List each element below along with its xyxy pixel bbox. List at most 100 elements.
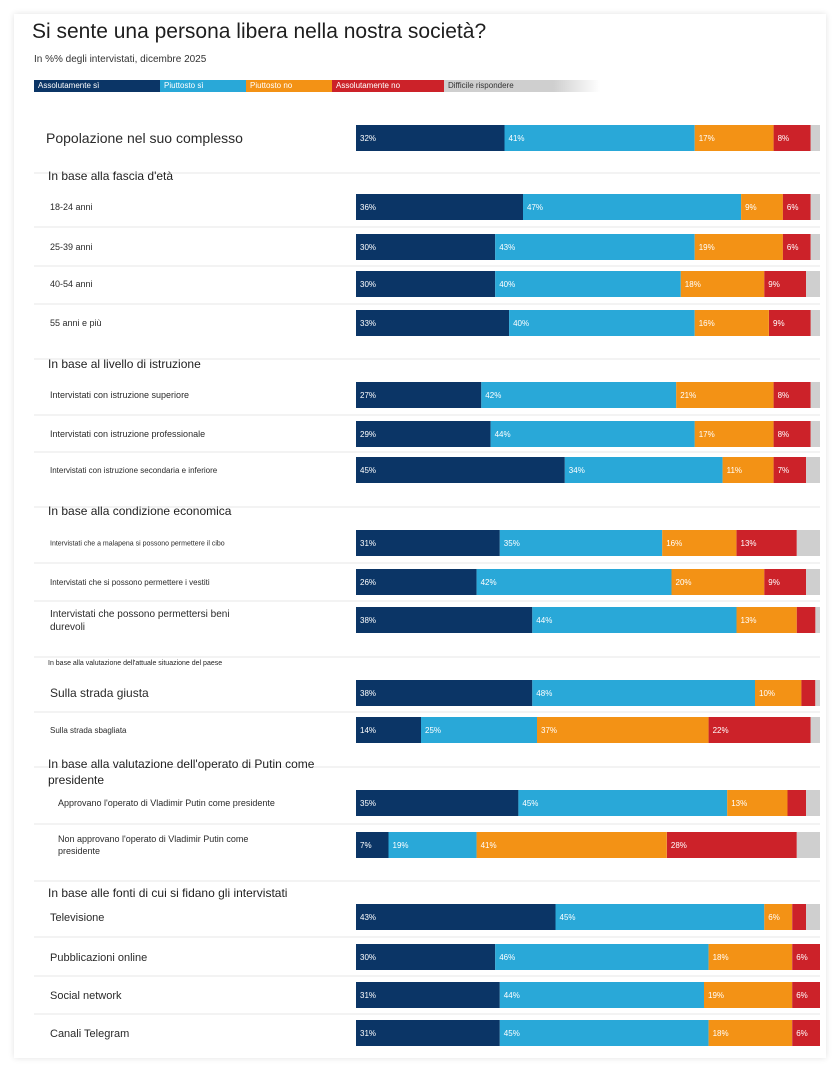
section-heading: In base al livello di istruzione bbox=[48, 357, 201, 371]
bar-segment bbox=[537, 717, 709, 743]
bar-value-label: 6% bbox=[796, 1029, 808, 1038]
bar-segment bbox=[792, 1020, 820, 1046]
bar-segment bbox=[532, 607, 737, 633]
bar-value-label: 18% bbox=[685, 280, 701, 289]
bar-segment bbox=[356, 607, 533, 633]
bar-segment bbox=[694, 125, 774, 151]
bar-segment bbox=[680, 271, 765, 297]
bar-segment bbox=[782, 194, 811, 220]
category-label: 55 anni e più bbox=[50, 318, 102, 328]
bar-value-label: 9% bbox=[768, 578, 780, 587]
bar-value-label: 43% bbox=[499, 243, 515, 252]
bar-value-label: 13% bbox=[741, 539, 757, 548]
bar-value-label: 22% bbox=[713, 726, 729, 735]
bar-segment bbox=[666, 832, 797, 858]
bar-value-label: 38% bbox=[360, 616, 376, 625]
bar-segment bbox=[694, 421, 774, 447]
bar-segment bbox=[356, 530, 500, 556]
bar-segment bbox=[499, 1020, 709, 1046]
bar-value-label: 45% bbox=[560, 913, 576, 922]
bar-value-label: 41% bbox=[509, 134, 525, 143]
bar-value-label: 41% bbox=[481, 841, 497, 850]
bar-segment bbox=[810, 717, 820, 743]
bar-value-label: 6% bbox=[787, 243, 799, 252]
bar-segment bbox=[773, 382, 811, 408]
bar-value-label: 10% bbox=[759, 689, 775, 698]
bar-segment bbox=[356, 1020, 500, 1046]
bar-value-label: 45% bbox=[522, 799, 538, 808]
bar-value-label: 34% bbox=[569, 466, 585, 475]
bar-segment bbox=[722, 457, 774, 483]
bar-segment bbox=[356, 832, 389, 858]
category-label: Intervistati che si possono permettere i… bbox=[50, 578, 210, 587]
bar-segment bbox=[388, 832, 477, 858]
bar-value-label: 9% bbox=[773, 319, 785, 328]
bar-segment bbox=[356, 382, 482, 408]
bar-segment bbox=[708, 1020, 793, 1046]
bar-value-label: 19% bbox=[699, 243, 715, 252]
bar-value-label: 48% bbox=[536, 689, 552, 698]
bar-segment bbox=[801, 680, 816, 706]
bar-value-label: 44% bbox=[536, 616, 552, 625]
legend-item-rather-no: Piuttosto no bbox=[246, 80, 332, 92]
bar-segment bbox=[787, 790, 807, 816]
bar-value-label: 16% bbox=[699, 319, 715, 328]
category-label: 40-54 anni bbox=[50, 279, 93, 289]
bar-value-label: 9% bbox=[745, 203, 757, 212]
bar-value-label: 32% bbox=[360, 134, 376, 143]
bar-segment bbox=[796, 530, 820, 556]
bar-value-label: 17% bbox=[699, 430, 715, 439]
legend-item-absolutely-yes: Assolutamente sì bbox=[34, 80, 160, 92]
bar-segment bbox=[736, 530, 797, 556]
bar-segment bbox=[356, 904, 556, 930]
bar-value-label: 29% bbox=[360, 430, 376, 439]
legend-item-hard-to-say: Difficile rispondere bbox=[444, 80, 600, 92]
bar-value-label: 21% bbox=[680, 391, 696, 400]
bar-value-label: 16% bbox=[666, 539, 682, 548]
bar-value-label: 31% bbox=[360, 539, 376, 548]
bar-segment bbox=[671, 569, 765, 595]
bar-value-label: 19% bbox=[393, 841, 409, 850]
bar-value-label: 42% bbox=[481, 578, 497, 587]
bar-segment bbox=[523, 194, 742, 220]
bar-segment bbox=[356, 310, 510, 336]
section-heading: In base alla valutazione dell'attuale si… bbox=[48, 660, 222, 667]
bar-segment bbox=[736, 607, 797, 633]
bar-segment bbox=[356, 457, 565, 483]
bar-value-label: 30% bbox=[360, 953, 376, 962]
bar-segment bbox=[555, 904, 765, 930]
bar-segment bbox=[806, 569, 820, 595]
bar-segment bbox=[356, 944, 496, 970]
bar-value-label: 17% bbox=[699, 134, 715, 143]
bar-value-label: 43% bbox=[360, 913, 376, 922]
bar-value-label: 8% bbox=[778, 391, 790, 400]
section-heading: In base alla fascia d'età bbox=[48, 169, 173, 183]
bar-segment bbox=[810, 310, 820, 336]
bar-segment bbox=[356, 271, 496, 297]
bar-segment bbox=[532, 680, 755, 706]
category-label: Intervistati con istruzione superiore bbox=[50, 390, 189, 400]
bar-value-label: 20% bbox=[676, 578, 692, 587]
bar-segment bbox=[810, 125, 820, 151]
category-label: durevoli bbox=[50, 622, 85, 633]
bar-segment bbox=[356, 194, 523, 220]
category-label: presidente bbox=[58, 846, 100, 856]
bar-value-label: 40% bbox=[499, 280, 515, 289]
bar-value-label: 7% bbox=[778, 466, 790, 475]
bar-segment bbox=[499, 530, 663, 556]
bar-segment bbox=[694, 310, 769, 336]
bar-segment bbox=[704, 982, 793, 1008]
category-label: 25-39 anni bbox=[50, 242, 93, 252]
bar-value-label: 31% bbox=[360, 1029, 376, 1038]
bar-value-label: 8% bbox=[778, 134, 790, 143]
bar-segment bbox=[782, 234, 811, 260]
category-label: Popolazione nel suo complesso bbox=[46, 130, 243, 146]
section-heading: presidente bbox=[48, 773, 104, 787]
section-heading: In base alle fonti di cui si fidano gli … bbox=[48, 886, 287, 900]
bar-segment bbox=[499, 982, 704, 1008]
bar-segment bbox=[356, 569, 477, 595]
bar-segment bbox=[356, 680, 533, 706]
bar-segment bbox=[741, 194, 783, 220]
category-label: Pubblicazioni online bbox=[50, 952, 147, 964]
bar-segment bbox=[796, 832, 820, 858]
